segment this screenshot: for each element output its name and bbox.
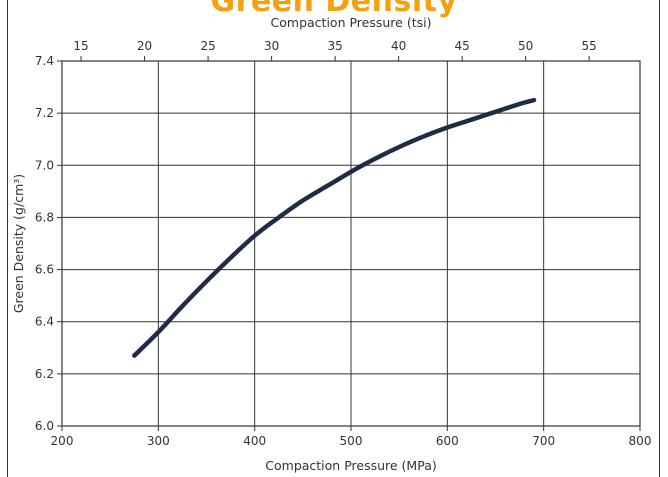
y-tick-label: 6.0 [35,419,54,433]
x2-tick-label: 55 [582,39,597,53]
x2-tick-label: 25 [200,39,215,53]
x2-tick-label: 35 [327,39,342,53]
y-tick-label: 6.4 [35,315,54,329]
x-axis-label: Compaction Pressure (MPa) [265,458,436,473]
left-axis-ticks: 6.0 6.2 6.4 6.6 6.8 7.0 7.2 7.4 [35,54,62,433]
y-tick-label: 6.6 [35,263,54,277]
series-line [132,97,537,358]
x2-tick-label: 50 [518,39,533,53]
x2-tick-label: 30 [264,39,279,53]
grid-lines [62,61,640,426]
x2-tick-label: 45 [455,39,470,53]
x-tick-label: 600 [436,434,459,448]
x2-tick-label: 40 [391,39,406,53]
y-tick-label: 7.4 [35,54,54,68]
bottom-axis-ticks: 200 300 400 500 600 700 800 [51,426,652,448]
x-tick-label: 400 [243,434,266,448]
x-tick-label: 500 [340,434,363,448]
x-tick-label: 700 [532,434,555,448]
left-border [7,0,8,477]
y-tick-label: 6.8 [35,210,54,224]
x2-tick-label: 15 [73,39,88,53]
top-x-axis-label: Compaction Pressure (tsi) [271,15,432,30]
y-axis-label: Green Density (g/cm³) [11,174,26,313]
chart-title: Green Density [210,0,458,19]
y-tick-label: 7.0 [35,158,54,172]
y-tick-label: 7.2 [35,106,54,120]
x-tick-label: 800 [629,434,652,448]
right-border [659,0,660,477]
top-axis-ticks: 15 20 25 30 35 40 45 50 55 [73,39,597,61]
x-tick-label: 200 [51,434,74,448]
x-tick-label: 300 [147,434,170,448]
y-tick-label: 6.2 [35,367,54,381]
plot-area-border [61,60,641,427]
x2-tick-label: 20 [137,39,152,53]
